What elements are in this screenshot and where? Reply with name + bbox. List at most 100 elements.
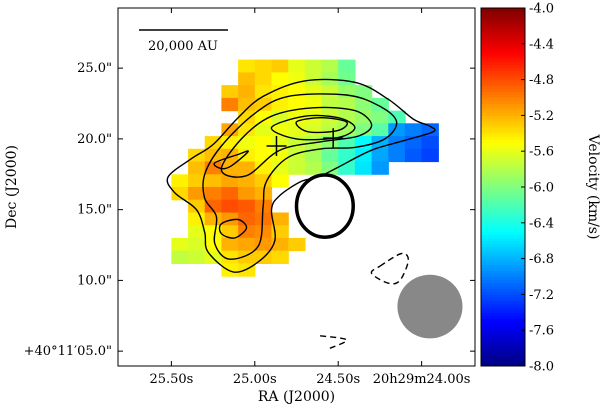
colorbar-band: [481, 76, 525, 81]
velocity-pixel: [321, 148, 339, 163]
colorbar-gradient: [481, 8, 525, 367]
synthesized-beam-ellipse: [397, 274, 463, 339]
x-tick-label: 25.00s: [233, 372, 277, 387]
colorbar-band: [481, 189, 525, 194]
contour-layer: [166, 78, 436, 349]
colorbar-band: [481, 249, 525, 254]
velocity-pixel: [254, 72, 273, 86]
colorbar-band: [481, 333, 525, 337]
colorbar-tick-label: -6.0: [529, 181, 554, 196]
velocity-pixel: [371, 97, 389, 112]
colorbar-band: [481, 121, 525, 125]
colorbar-band: [481, 204, 525, 209]
colorbar-band: [481, 109, 525, 113]
colorbar-band: [481, 79, 525, 84]
colorbar-band: [481, 142, 525, 146]
velocity-pixel: [304, 72, 323, 86]
velocity-pixel: [238, 72, 256, 86]
y-axis-label: Dec (J2000): [4, 145, 20, 229]
velocity-pixel: [304, 85, 323, 99]
velocity-pixel: [371, 148, 389, 163]
velocity-pixel: [288, 72, 306, 86]
emission-contour: [166, 78, 436, 273]
colorbar-band: [481, 198, 525, 203]
colorbar-tick-label: -4.0: [529, 2, 554, 17]
colorbar-band: [481, 276, 525, 280]
colorbar-band: [481, 106, 525, 110]
colorbar-tick-label: -5.6: [529, 145, 554, 160]
velocity-pixel: [238, 110, 256, 124]
velocity-pixel: [238, 136, 256, 150]
velocity-pixel: [371, 123, 389, 137]
velocity-pixel: [171, 237, 189, 252]
colorbar-band: [481, 91, 525, 96]
velocity-pixel: [221, 250, 239, 264]
colorbar-band: [481, 34, 525, 39]
velocity-pixel: [254, 97, 273, 112]
scale-bar: 20,000 AU: [139, 29, 228, 54]
colorbar-band: [481, 10, 525, 15]
colorbar-band: [481, 16, 525, 21]
y-tick-label: +40°11′05.0": [24, 344, 112, 359]
colorbar-band: [481, 306, 525, 310]
colorbar-band: [481, 252, 525, 257]
velocity-pixel: [421, 123, 439, 137]
velocity-pixel: [254, 148, 273, 163]
colorbar-band: [481, 327, 525, 331]
colorbar-band: [481, 169, 525, 173]
velocity-pixel: [421, 136, 439, 150]
colorbar-band: [481, 181, 525, 185]
velocity-pixel: [221, 187, 239, 201]
colorbar-tick-label: -8.0: [529, 360, 554, 375]
colorbar: -4.0 -4.4 -4.8 -5.2 -5.6 -6.0 -6.4 -6.8 -7.2 -7.6…: [480, 2, 600, 375]
velocity-pixel: [304, 110, 323, 124]
colorbar-band: [481, 127, 525, 131]
colorbar-band: [481, 210, 525, 215]
colorbar-band: [481, 172, 525, 176]
colorbar-band: [481, 46, 525, 51]
colorbar-band: [481, 136, 525, 140]
primary-beam-circle: [294, 173, 355, 239]
colorbar-band: [481, 61, 525, 66]
colorbar-band: [481, 130, 525, 134]
velocity-pixel: [271, 72, 289, 86]
colorbar-band: [481, 67, 525, 72]
y-axis-ticks: 25.0" 20.0" 15.0" 10.0" +40°11′05.0": [24, 61, 475, 359]
velocity-pixel: [238, 59, 256, 73]
emission-contour: [220, 106, 373, 178]
colorbar-band: [481, 231, 525, 236]
colorbar-tick-label: -6.4: [529, 216, 554, 231]
velocity-pixel: [354, 123, 373, 137]
colorbar-band: [481, 234, 525, 239]
velocity-pixel: [188, 199, 206, 213]
velocity-pixel: [188, 187, 206, 201]
colorbar-tick-label: -7.2: [529, 288, 554, 303]
colorbar-band: [481, 288, 525, 292]
velocity-pixel: [354, 161, 373, 175]
colorbar-band: [481, 222, 525, 227]
emission-contour: [270, 114, 356, 141]
velocity-pixel: [238, 237, 256, 252]
velocity-pixel: [204, 174, 222, 188]
emission-contour: [218, 218, 248, 239]
plot-frame: [117, 7, 476, 367]
velocity-pixel: [221, 161, 239, 175]
velocity-pixel: [254, 225, 273, 239]
velocity-pixel: [204, 199, 222, 213]
colorbar-band: [481, 294, 525, 298]
colorbar-tick-label: -6.8: [529, 252, 554, 267]
colorbar-band: [481, 330, 525, 334]
colorbar-band: [481, 219, 525, 224]
colorbar-band: [481, 157, 525, 161]
velocity-pixel: [304, 148, 323, 163]
colorbar-label: Velocity (km/s): [585, 134, 600, 240]
colorbar-band: [481, 22, 525, 27]
colorbar-band: [481, 255, 525, 260]
velocity-pixel: [238, 148, 256, 163]
velocity-pixel: [238, 225, 256, 239]
velocity-pixel: [204, 237, 222, 252]
velocity-pixel: [254, 136, 273, 150]
colorbar-band: [481, 73, 525, 78]
y-tick-label: 10.0": [77, 273, 112, 288]
